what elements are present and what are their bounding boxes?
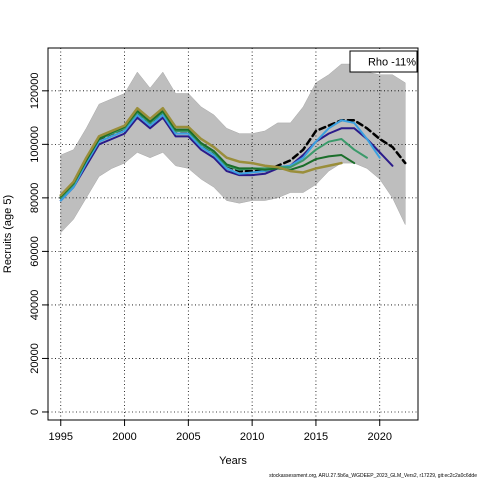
- y-tick-label: 100000: [29, 126, 41, 163]
- x-axis: 1995 2000 2005 2010 2015 2020: [49, 420, 392, 443]
- x-tick-label: 2010: [240, 431, 264, 443]
- series-lines: [59, 106, 407, 202]
- y-axis-title: Recruits (age 5): [2, 195, 14, 273]
- x-tick-label: 2005: [176, 431, 200, 443]
- series-line: [59, 109, 356, 198]
- x-tick-label: 1995: [49, 431, 73, 443]
- x-tick-label: 2015: [304, 431, 328, 443]
- x-tick-label: 2000: [112, 431, 136, 443]
- y-tick-label: 0: [29, 409, 41, 415]
- y-tick-label: 60000: [29, 236, 41, 267]
- confidence-band-area: [60, 63, 406, 234]
- series-line: [59, 116, 394, 202]
- y-tick-label: 20000: [29, 343, 41, 374]
- series-line: [59, 106, 343, 197]
- confidence-band: [60, 63, 406, 234]
- y-tick-label: 40000: [29, 290, 41, 321]
- series-line: [59, 113, 381, 202]
- grid-lines: [48, 48, 418, 420]
- footer-source: stockassessment.org, ARU.27.5b6a_WGDEEP_…: [269, 473, 477, 479]
- plot-frame: [47, 47, 419, 421]
- y-tick-label: 120000: [29, 72, 41, 109]
- legend-box: [349, 50, 418, 73]
- legend-text: Rho -11%: [368, 57, 416, 69]
- y-axis: 0 20000 40000 60000 80000 100000 120000: [29, 72, 48, 415]
- x-tick-label: 2020: [367, 431, 391, 443]
- y-tick-label: 80000: [29, 183, 41, 214]
- x-axis-title: Years: [219, 455, 247, 467]
- legend: Rho -11%: [349, 50, 418, 73]
